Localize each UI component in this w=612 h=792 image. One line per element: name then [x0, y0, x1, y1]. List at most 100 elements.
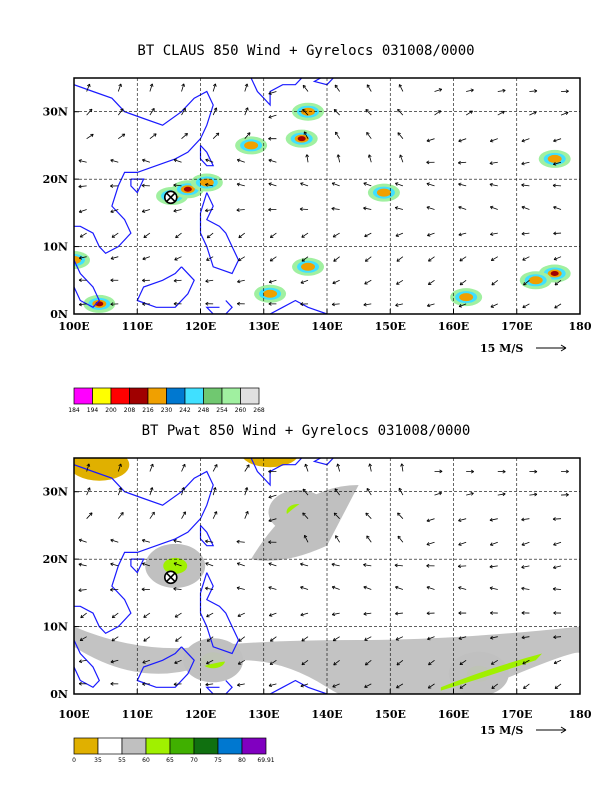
wind-arrowhead — [457, 160, 462, 165]
wind-vector — [427, 636, 435, 640]
wind-arrowhead — [458, 542, 462, 546]
wind-arrowhead — [305, 154, 310, 158]
wind-vector — [244, 487, 248, 496]
wind-vector — [302, 512, 309, 519]
wind-arrowhead — [489, 205, 494, 210]
wind-arrowhead — [332, 280, 336, 285]
wind-arrowhead — [78, 278, 82, 283]
wind-arrowhead — [427, 281, 432, 286]
wind-vector — [553, 206, 562, 210]
wind-vector — [521, 232, 530, 235]
wind-arrowhead — [534, 89, 538, 93]
wind-arrowhead — [87, 487, 91, 491]
wind-arrowhead — [268, 182, 272, 187]
wind-vector — [173, 159, 182, 163]
wind-arrowhead — [489, 611, 493, 615]
wind-arrowhead — [394, 563, 398, 568]
colorbar-swatch — [221, 387, 241, 405]
wind-arrowhead — [396, 258, 400, 262]
wind-arrowhead — [459, 281, 464, 286]
wind-arrowhead — [553, 660, 558, 665]
wind-vector — [553, 588, 562, 590]
cloud-feature — [263, 289, 278, 298]
wind-arrowhead — [80, 614, 84, 619]
wind-vector — [110, 659, 119, 663]
wind-arrowhead — [120, 512, 124, 516]
wind-arrowhead — [490, 232, 494, 236]
wind-arrowhead — [521, 161, 525, 166]
wind-vector — [395, 586, 404, 590]
plot-area — [74, 458, 580, 694]
wind-arrowhead — [143, 234, 147, 239]
wind-arrowhead — [213, 107, 218, 111]
wind-arrowhead — [149, 487, 154, 491]
colorbar-swatch — [129, 387, 149, 405]
wind-arrowhead — [521, 586, 525, 591]
wind-arrowhead — [90, 133, 94, 138]
wind-vector — [244, 107, 249, 116]
colorbar-tick-label: 248 — [198, 407, 210, 414]
wind-arrowhead — [173, 208, 177, 213]
wind-arrowhead — [364, 258, 369, 262]
wind-vector — [206, 636, 214, 642]
wind-arrowhead — [181, 83, 185, 87]
cloud-feature — [244, 141, 259, 150]
wind-arrowhead — [303, 131, 308, 135]
colorbar-tick-label: 0 — [72, 757, 76, 764]
wind-arrowhead — [521, 183, 525, 188]
wind-vector — [111, 232, 119, 238]
cloud-feature — [547, 154, 562, 163]
wind-vector — [366, 84, 372, 92]
x-tick-label: 120E — [185, 708, 216, 721]
wind-arrowhead — [553, 542, 557, 546]
wind-arrowhead — [246, 464, 250, 468]
wind-vector — [173, 279, 182, 282]
wind-vector — [427, 232, 435, 236]
wind-arrowhead — [489, 138, 494, 143]
wind-arrowhead — [236, 208, 240, 212]
wind-arrowhead — [173, 301, 177, 306]
wind-arrowhead — [299, 207, 303, 212]
wind-arrowhead — [331, 612, 336, 617]
coastline — [312, 458, 334, 466]
wind-arrowhead — [333, 258, 337, 262]
wind-vector — [244, 132, 251, 139]
wind-vector — [364, 279, 372, 285]
wind-arrowhead — [521, 138, 525, 143]
wind-arrowhead — [427, 636, 431, 641]
wind-arrowhead — [458, 182, 462, 187]
wind-vector — [78, 563, 87, 567]
wind-vector — [364, 683, 372, 688]
wind-arrowhead — [427, 233, 431, 237]
colorbar: 184 194 200 208 216 230 242 248 254 260 268 — [68, 387, 265, 414]
wind-arrowhead — [366, 535, 370, 539]
wind-arrowhead — [206, 257, 210, 261]
wind-arrowhead — [301, 258, 305, 262]
wind-vector — [302, 488, 309, 496]
wind-arrowhead — [458, 205, 462, 210]
wind-vector — [173, 562, 182, 567]
wind-vector — [205, 562, 214, 567]
colorbar-swatch — [184, 387, 204, 405]
wind-arrowhead — [300, 585, 304, 590]
wind-vector — [332, 303, 340, 305]
wind-vector — [401, 463, 404, 472]
colorbar-tick-label: 194 — [87, 407, 99, 414]
wind-arrowhead — [204, 539, 209, 544]
wind-arrowhead — [333, 512, 338, 517]
colorbar-tick-label: 70 — [190, 757, 198, 764]
wind-vector — [529, 111, 537, 116]
wind-arrowhead — [269, 258, 274, 262]
wind-vector — [181, 83, 185, 92]
wind-vector — [269, 659, 277, 665]
wind-vector — [365, 109, 372, 116]
wind-arrowhead — [521, 635, 525, 640]
wind-vector — [426, 206, 435, 210]
wind-vector — [149, 108, 155, 116]
wind-arrowhead — [521, 517, 525, 522]
wind-arrowhead — [78, 184, 82, 189]
wind-vector — [236, 183, 245, 187]
wind-arrowhead — [565, 492, 569, 497]
wind-vector — [364, 636, 372, 641]
wind-vector — [206, 659, 214, 665]
